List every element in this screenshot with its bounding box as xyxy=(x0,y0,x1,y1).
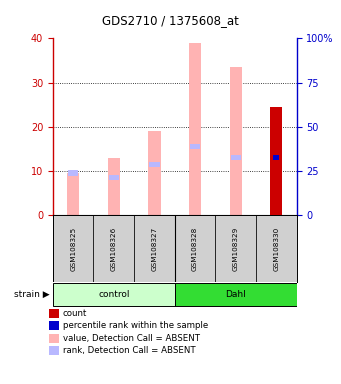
Bar xyxy=(109,175,119,180)
Bar xyxy=(49,346,59,355)
Bar xyxy=(67,173,79,215)
Bar xyxy=(273,155,279,160)
Text: GSM108330: GSM108330 xyxy=(273,227,279,271)
Text: rank, Detection Call = ABSENT: rank, Detection Call = ABSENT xyxy=(63,346,195,355)
Bar xyxy=(216,215,256,282)
Bar xyxy=(134,215,175,282)
Bar xyxy=(49,321,59,330)
Bar xyxy=(189,43,201,215)
Bar xyxy=(256,215,297,282)
Bar xyxy=(190,144,200,149)
Bar xyxy=(93,215,134,282)
Text: Dahl: Dahl xyxy=(225,290,246,299)
Bar xyxy=(229,67,242,215)
Text: percentile rank within the sample: percentile rank within the sample xyxy=(63,321,208,330)
Bar xyxy=(53,283,175,306)
Bar xyxy=(148,131,161,215)
Bar xyxy=(270,107,282,215)
Text: strain ▶: strain ▶ xyxy=(14,290,49,299)
Text: GSM108328: GSM108328 xyxy=(192,227,198,271)
Text: GSM108326: GSM108326 xyxy=(111,227,117,271)
Text: value, Detection Call = ABSENT: value, Detection Call = ABSENT xyxy=(63,334,200,343)
Text: GSM108327: GSM108327 xyxy=(151,227,158,271)
Bar xyxy=(231,155,241,160)
Bar xyxy=(68,170,78,176)
Bar xyxy=(271,155,281,160)
Bar xyxy=(270,107,282,215)
Bar xyxy=(108,158,120,215)
Text: GDS2710 / 1375608_at: GDS2710 / 1375608_at xyxy=(102,14,239,27)
Text: control: control xyxy=(98,290,130,299)
Bar xyxy=(175,215,216,282)
Text: GSM108325: GSM108325 xyxy=(70,227,76,271)
Bar xyxy=(49,334,59,343)
Bar xyxy=(149,162,160,167)
Text: count: count xyxy=(63,309,87,318)
Bar xyxy=(49,309,59,318)
Bar xyxy=(175,283,297,306)
Text: GSM108329: GSM108329 xyxy=(233,227,239,271)
Bar xyxy=(53,215,93,282)
